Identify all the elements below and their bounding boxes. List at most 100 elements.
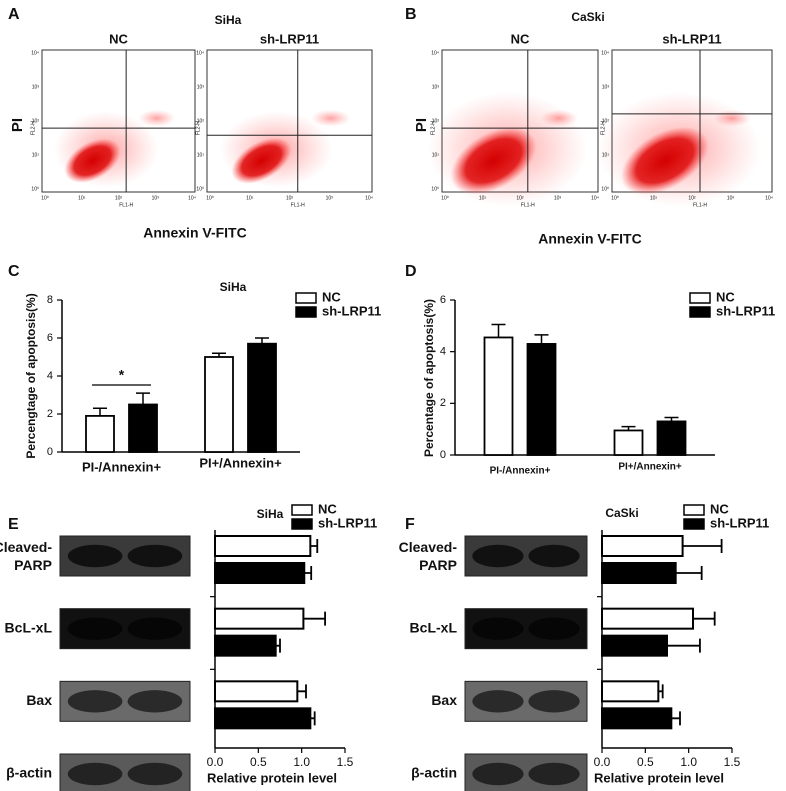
blot-band bbox=[528, 690, 580, 713]
y-tick-label: 0 bbox=[440, 449, 446, 461]
error-bar bbox=[675, 566, 703, 580]
bar bbox=[214, 535, 312, 557]
y-tick-label: 10² bbox=[32, 118, 40, 124]
error-bar bbox=[255, 337, 269, 344]
y-tick-label: 10³ bbox=[432, 84, 440, 90]
bar bbox=[214, 707, 312, 730]
blot-band bbox=[67, 762, 123, 786]
blot-label-line: PARP bbox=[419, 557, 457, 573]
x-tick-label: 10⁴ bbox=[188, 195, 196, 201]
blot-band bbox=[472, 544, 524, 568]
x-tick-label: 10¹ bbox=[650, 195, 658, 201]
blot-label: β-actin bbox=[6, 765, 52, 781]
x-channel-label: FL1-H bbox=[521, 202, 535, 208]
y-tick-label: 4 bbox=[47, 370, 53, 382]
x-tick-label: 0.0 bbox=[207, 755, 224, 769]
x-tick-label: 0.5 bbox=[250, 755, 267, 769]
error-bar bbox=[303, 611, 326, 626]
x-axis-label: Annexin V-FITC bbox=[143, 225, 246, 241]
blot-band bbox=[127, 762, 183, 786]
bar bbox=[214, 562, 306, 584]
cell-cluster bbox=[138, 109, 176, 127]
y-tick-label: 6 bbox=[47, 332, 53, 344]
blot-label-line: Cleaved- bbox=[399, 539, 458, 555]
legend-label: NC bbox=[318, 501, 337, 516]
legend-label: sh-LRP11 bbox=[710, 515, 769, 530]
y-axis-label: Percengtage of apoptosis(%) bbox=[24, 293, 38, 458]
y-tick-label: 10² bbox=[197, 118, 205, 124]
error-bar bbox=[693, 611, 716, 626]
bar bbox=[204, 356, 234, 453]
x-tick-label: 10¹ bbox=[479, 195, 487, 201]
y-tick-label: 0 bbox=[47, 446, 53, 458]
blot-label-line: Cleaved- bbox=[0, 539, 52, 555]
legend-label: sh-LRP11 bbox=[322, 303, 381, 318]
y-tick-label: 10² bbox=[432, 118, 440, 124]
legend-swatch bbox=[295, 306, 317, 318]
x-channel-label: FL1-H bbox=[119, 202, 133, 208]
bar bbox=[214, 607, 305, 630]
y-tick-label: 10¹ bbox=[602, 152, 610, 158]
panel-label: D bbox=[405, 263, 417, 280]
panel-label: E bbox=[8, 516, 19, 533]
cell-cluster bbox=[540, 109, 578, 127]
error-bar bbox=[682, 539, 723, 553]
error-bar bbox=[667, 638, 701, 653]
y-tick-label: 10⁰ bbox=[196, 186, 204, 192]
x-tick-label: PI-/Annexin+ bbox=[82, 459, 162, 474]
bar bbox=[601, 680, 660, 703]
y-tick-label: 10⁰ bbox=[31, 186, 39, 192]
panel-label: A bbox=[8, 6, 20, 23]
bar bbox=[128, 403, 158, 453]
error-bar bbox=[310, 539, 319, 553]
x-axis-label: Relative protein level bbox=[594, 770, 724, 785]
bar bbox=[526, 343, 557, 456]
legend-swatch bbox=[295, 292, 317, 304]
x-tick-label: 10⁰ bbox=[611, 195, 619, 201]
chart-title: SiHa bbox=[220, 280, 247, 294]
bar bbox=[214, 634, 277, 657]
chart-title: CaSki bbox=[605, 506, 638, 520]
blot-label: Bax bbox=[431, 692, 457, 708]
x-tick-label: 10⁴ bbox=[365, 195, 373, 201]
error-bar bbox=[304, 566, 313, 580]
x-tick-label: 1.5 bbox=[337, 755, 354, 769]
x-axis-label: Relative protein level bbox=[207, 770, 337, 785]
y-channel-label: FL2-H bbox=[430, 121, 436, 135]
blot-band bbox=[67, 690, 123, 713]
y-tick-label: 10¹ bbox=[432, 152, 440, 158]
blot-band bbox=[472, 762, 524, 786]
blot-label-line: PARP bbox=[14, 557, 52, 573]
legend-label: NC bbox=[716, 289, 735, 304]
legend-swatch bbox=[689, 292, 711, 304]
y-tick-label: 6 bbox=[440, 294, 446, 306]
x-tick-label: 10³ bbox=[152, 195, 160, 201]
bar bbox=[656, 420, 687, 456]
subplot-title: sh-LRP11 bbox=[662, 31, 721, 46]
bar bbox=[601, 707, 673, 730]
x-axis-label: Annexin V-FITC bbox=[538, 231, 641, 247]
x-tick-label: 10² bbox=[516, 195, 524, 201]
y-tick-label: 10⁰ bbox=[431, 186, 439, 192]
x-tick-label: 10⁴ bbox=[765, 195, 773, 201]
y-tick-label: 2 bbox=[47, 408, 53, 420]
x-tick-label: 10¹ bbox=[78, 195, 86, 201]
y-tick-label: 10¹ bbox=[197, 152, 205, 158]
panel-label: C bbox=[8, 263, 20, 280]
cell-cluster bbox=[231, 137, 292, 184]
legend-swatch bbox=[683, 504, 705, 516]
x-tick-label: 0.5 bbox=[637, 755, 654, 769]
y-tick-label: 10¹ bbox=[32, 152, 40, 158]
blot-label: Bax bbox=[26, 692, 52, 708]
subplot-title: NC bbox=[511, 31, 530, 46]
y-tick-label: 10⁴ bbox=[31, 50, 39, 56]
x-tick-label: 10² bbox=[688, 195, 696, 201]
bar bbox=[601, 634, 668, 657]
x-tick-label: 1.0 bbox=[680, 755, 697, 769]
x-tick-label: 1.5 bbox=[724, 755, 741, 769]
y-axis-label: Percentage of apoptosis(%) bbox=[422, 299, 436, 457]
error-bar bbox=[297, 684, 307, 699]
y-axis-label: PI bbox=[9, 118, 26, 132]
x-tick-label: 10³ bbox=[554, 195, 562, 201]
x-channel-label: FL1-H bbox=[291, 202, 305, 208]
